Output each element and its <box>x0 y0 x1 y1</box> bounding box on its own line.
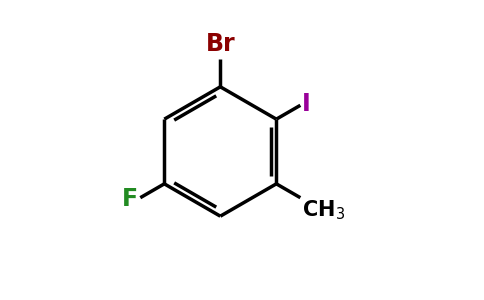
Text: Br: Br <box>206 32 235 56</box>
Text: CH$_3$: CH$_3$ <box>302 199 346 223</box>
Text: I: I <box>302 92 311 116</box>
Text: F: F <box>122 187 138 211</box>
